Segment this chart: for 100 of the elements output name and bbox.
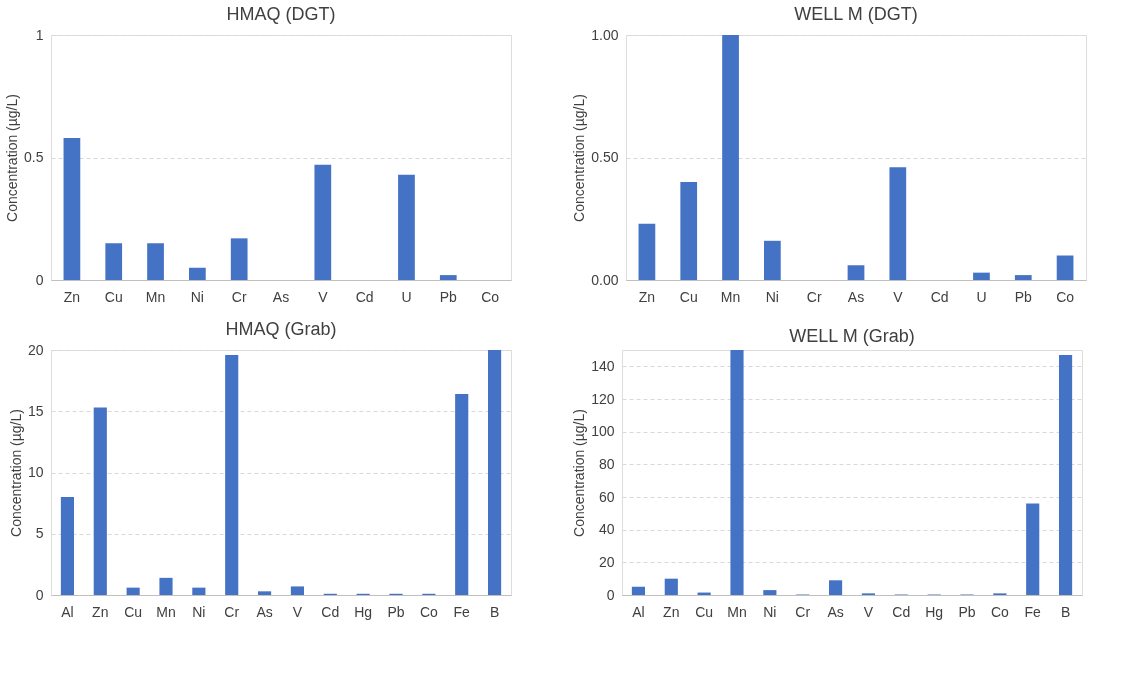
y-tick-label: 140: [591, 357, 615, 374]
y-axis-title: Concentration (µg/L): [7, 409, 24, 537]
x-tick-label: Cd: [321, 603, 340, 620]
x-tick-label: Cu: [679, 288, 698, 305]
y-tick-label: 10: [27, 464, 44, 480]
x-tick-label: Al: [61, 603, 74, 620]
bar: [664, 578, 678, 595]
bar: [230, 238, 248, 280]
y-tick-label: 100: [591, 423, 615, 440]
bar: [1059, 354, 1073, 595]
bar: [1014, 275, 1032, 280]
chart-title: WELL M (DGT): [794, 4, 918, 24]
x-tick-label: Al: [632, 603, 645, 620]
x-tick-label: Mn: [720, 288, 741, 305]
bar: [680, 182, 698, 280]
x-tick-label: Zn: [63, 288, 81, 305]
x-tick-label: Mn: [156, 603, 176, 620]
chart-title: WELL M (Grab): [789, 326, 915, 346]
y-axis-title: Concentration (µg/L): [571, 409, 588, 537]
bar: [488, 350, 502, 595]
bar: [159, 577, 173, 595]
x-tick-label: Ni: [763, 603, 777, 620]
x-tick-label: Hg: [925, 603, 944, 620]
x-tick-label: Ni: [192, 603, 206, 620]
bar: [889, 167, 907, 280]
bar: [258, 591, 272, 595]
x-tick-label: Fe: [453, 603, 471, 620]
chart-title: HMAQ (DGT): [226, 4, 336, 24]
y-tick-label: 0.50: [591, 149, 619, 165]
bar: [439, 275, 457, 280]
x-tick-label: Cu: [124, 603, 143, 620]
y-tick-label: 1.00: [591, 26, 619, 43]
bar: [225, 354, 239, 595]
y-axis-title: Concentration (µg/L): [571, 94, 588, 222]
y-tick-label: 20: [598, 553, 615, 570]
x-tick-label: Cd: [892, 603, 911, 620]
x-tick-label: As: [272, 288, 290, 305]
y-tick-label: 40: [598, 521, 615, 538]
bar: [290, 586, 304, 595]
bar: [314, 164, 332, 280]
x-tick-label: Cr: [806, 288, 822, 305]
y-tick-label: 120: [591, 390, 615, 407]
x-tick-label: Cd: [355, 288, 374, 305]
x-tick-label: Pb: [958, 603, 976, 620]
bar: [973, 272, 990, 280]
bar: [147, 243, 164, 280]
x-tick-label: Cd: [930, 288, 949, 305]
x-tick-label: V: [318, 288, 329, 305]
x-tick-label: Co: [990, 603, 1010, 620]
bar: [847, 265, 865, 280]
y-tick-label: 60: [598, 488, 615, 505]
bar: [631, 586, 645, 595]
bar: [763, 590, 777, 595]
x-tick-label: V: [863, 603, 874, 620]
bar: [60, 497, 74, 595]
y-tick-label: 0: [606, 586, 615, 603]
y-tick-label: 15: [27, 402, 44, 419]
y-tick-label: 0.00: [591, 271, 619, 288]
bar: [722, 35, 739, 280]
x-tick-label: V: [292, 603, 303, 620]
x-tick-label: Co: [419, 603, 439, 620]
y-tick-label: 5: [35, 525, 44, 542]
x-tick-label: Pb: [387, 603, 405, 620]
y-tick-label: 80: [598, 455, 615, 472]
x-tick-label: Cr: [231, 288, 247, 305]
bar: [829, 580, 843, 595]
x-tick-label: Cr: [795, 603, 811, 620]
bar: [764, 240, 781, 280]
y-tick-label: 0.5: [24, 149, 44, 165]
x-tick-label: As: [256, 603, 273, 620]
y-tick-label: 20: [27, 341, 44, 358]
x-tick-label: Mn: [727, 603, 747, 620]
bar: [189, 267, 206, 280]
x-tick-label: As: [827, 603, 844, 620]
x-tick-label: Fe: [1024, 603, 1042, 620]
x-tick-label: Zn: [638, 288, 656, 305]
x-tick-label: Hg: [354, 603, 373, 620]
bar: [455, 394, 469, 595]
y-axis-title: Concentration (µg/L): [4, 94, 21, 222]
x-tick-label: As: [847, 288, 865, 305]
x-tick-label: Zn: [663, 603, 680, 620]
x-tick-label: Co: [1056, 288, 1075, 305]
bar: [638, 223, 656, 280]
x-tick-label: Cu: [695, 603, 714, 620]
x-tick-label: U: [401, 288, 412, 305]
x-tick-label: Ni: [190, 288, 204, 305]
x-tick-label: Zn: [92, 603, 109, 620]
x-tick-label: Cr: [224, 603, 240, 620]
bar: [93, 407, 107, 595]
bar: [105, 243, 123, 280]
bar: [192, 587, 206, 595]
y-tick-label: 1: [35, 26, 44, 43]
x-tick-label: Pb: [439, 288, 458, 305]
x-tick-label: Cu: [104, 288, 123, 305]
y-tick-label: 0: [35, 586, 44, 603]
x-tick-label: B: [489, 603, 500, 620]
x-tick-label: Ni: [765, 288, 779, 305]
x-tick-label: B: [1060, 603, 1071, 620]
x-tick-label: U: [976, 288, 987, 305]
bar: [126, 587, 140, 595]
